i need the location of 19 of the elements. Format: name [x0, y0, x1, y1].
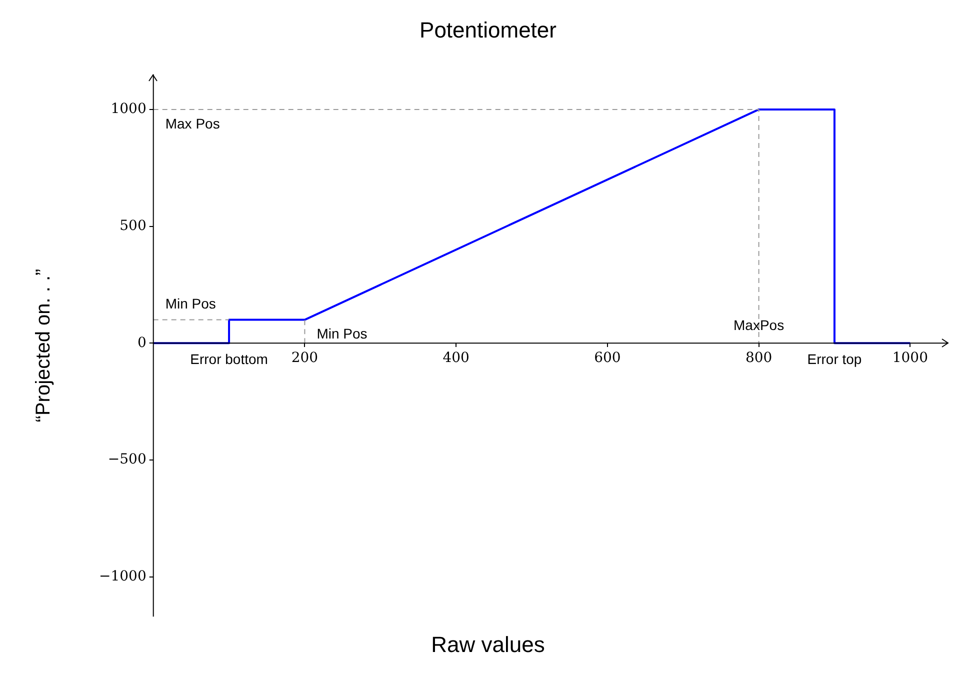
- y-tick-label: −500: [108, 452, 146, 468]
- annotation: Error top: [807, 351, 862, 368]
- x-tick-label: 1000: [892, 350, 928, 366]
- annotation: Min Pos: [165, 296, 216, 312]
- x-axis-title: Raw values: [430, 632, 546, 658]
- y-tick-label: −1000: [99, 568, 146, 585]
- x-tick-label: 200: [291, 350, 318, 366]
- chart-title: Potentiometer: [420, 17, 556, 42]
- annotation: Min Pos: [316, 326, 368, 342]
- y-tick-label: 500: [120, 218, 146, 234]
- annotation: Error bottom: [190, 351, 268, 368]
- x-tick-label: 400: [442, 350, 470, 366]
- x-tick-label: 800: [745, 350, 772, 366]
- y-tick-label: 0: [137, 334, 146, 351]
- annotation: MaxPos: [734, 317, 784, 334]
- y-axis-title: “Projected on. . .”: [32, 268, 55, 422]
- annotation: Max Pos: [165, 115, 220, 132]
- x-tick-label: 600: [594, 350, 621, 366]
- y-tick-label: 1000: [110, 101, 146, 118]
